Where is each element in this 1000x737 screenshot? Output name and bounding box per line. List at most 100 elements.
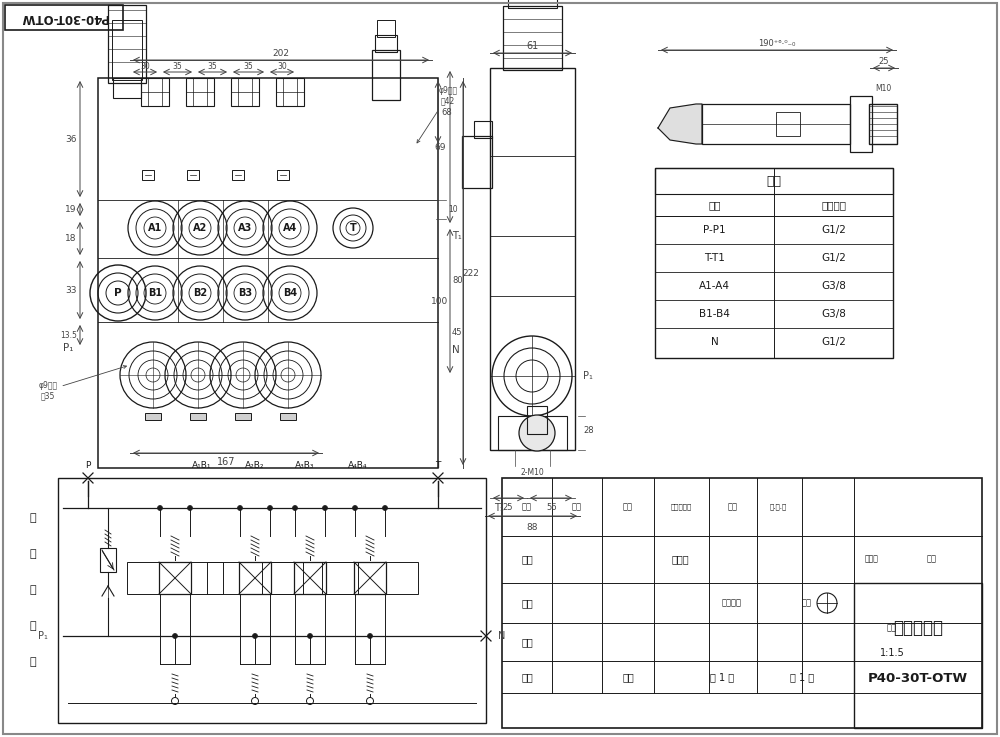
Text: 35: 35 — [208, 61, 217, 71]
Text: P₁: P₁ — [63, 343, 73, 353]
Text: φ9通孔
高42: φ9通孔 高42 — [417, 85, 458, 143]
Bar — [58, 478, 486, 723]
Text: 签名: 签名 — [728, 502, 738, 511]
Bar — [490, 68, 575, 450]
Text: 第 1 张: 第 1 张 — [790, 671, 814, 682]
Bar — [377, 20, 395, 37]
Text: φ9通孔
高35: φ9通孔 高35 — [38, 366, 126, 400]
Circle shape — [308, 634, 312, 638]
Text: 45: 45 — [452, 327, 462, 337]
Text: 压: 压 — [30, 549, 36, 559]
Text: B3: B3 — [238, 288, 252, 298]
Bar — [527, 406, 547, 434]
Text: 28: 28 — [583, 425, 594, 435]
Text: 工艺: 工艺 — [521, 671, 533, 682]
Bar — [235, 413, 251, 420]
Text: 56: 56 — [547, 503, 557, 512]
Text: G3/8: G3/8 — [821, 309, 846, 319]
Circle shape — [188, 506, 192, 511]
Text: 重量: 重量 — [802, 598, 812, 607]
Text: P: P — [85, 461, 91, 469]
Text: 10: 10 — [448, 204, 458, 214]
Bar — [271, 562, 303, 594]
Circle shape — [292, 506, 298, 511]
Text: A₄B₄: A₄B₄ — [348, 461, 368, 469]
Bar — [231, 78, 259, 106]
Bar — [354, 562, 386, 594]
Text: G3/8: G3/8 — [821, 281, 846, 291]
Bar — [190, 413, 206, 420]
Text: 图: 图 — [30, 657, 36, 667]
Text: A3: A3 — [238, 223, 252, 233]
Bar — [776, 112, 800, 136]
Bar — [850, 96, 872, 152]
Text: 61: 61 — [526, 41, 539, 51]
Text: P40-30T-OTW: P40-30T-OTW — [20, 10, 108, 24]
Text: P₁: P₁ — [38, 631, 48, 641]
Bar — [294, 562, 326, 594]
Text: P40-30T-OTW: P40-30T-OTW — [868, 671, 968, 685]
Text: 35: 35 — [173, 61, 182, 71]
Text: 202: 202 — [272, 49, 290, 57]
Text: 四联多路阀: 四联多路阀 — [893, 619, 943, 637]
Text: A₃B₃: A₃B₃ — [295, 461, 315, 469]
Text: 标记: 标记 — [522, 502, 532, 511]
Text: 25: 25 — [503, 503, 513, 512]
Text: 更改文件号: 更改文件号 — [670, 503, 692, 510]
Text: 审核: 审核 — [521, 637, 533, 647]
Text: B4: B4 — [283, 288, 297, 298]
Bar — [869, 104, 897, 144]
Text: A1-A4: A1-A4 — [699, 281, 730, 291]
Circle shape — [322, 506, 328, 511]
Bar — [372, 50, 400, 100]
Bar — [502, 478, 982, 728]
Text: N: N — [452, 345, 460, 355]
Bar — [386, 562, 418, 594]
Text: 螺纹规格: 螺纹规格 — [821, 200, 846, 210]
Circle shape — [158, 506, 162, 511]
Bar — [108, 5, 146, 83]
Circle shape — [252, 634, 258, 638]
Text: A₁B₁: A₁B₁ — [192, 461, 212, 469]
Bar — [145, 413, 161, 420]
Text: A₂B₂: A₂B₂ — [245, 461, 265, 469]
Text: N: N — [498, 631, 505, 641]
Text: 液: 液 — [30, 513, 36, 523]
Bar — [702, 104, 850, 144]
Bar — [232, 170, 244, 180]
Text: 30: 30 — [277, 61, 287, 71]
Text: 80: 80 — [452, 276, 463, 284]
Text: G1/2: G1/2 — [821, 253, 846, 263]
Text: 30: 30 — [140, 61, 150, 71]
Text: 35: 35 — [244, 61, 253, 71]
Bar — [462, 136, 492, 188]
Text: 阶段标记: 阶段标记 — [722, 598, 742, 607]
Text: A4: A4 — [283, 223, 297, 233]
Text: 校对: 校对 — [521, 598, 533, 608]
Text: 阀体: 阀体 — [767, 175, 782, 187]
Text: 版本号: 版本号 — [865, 555, 879, 564]
Text: 36: 36 — [65, 134, 77, 144]
Text: M10: M10 — [875, 83, 891, 93]
Bar — [239, 562, 271, 594]
Circle shape — [519, 415, 555, 451]
Bar — [186, 78, 214, 106]
Bar — [655, 168, 893, 194]
Bar — [375, 35, 397, 52]
Text: T: T — [435, 461, 441, 469]
Text: B1-B4: B1-B4 — [699, 309, 730, 319]
Text: T-T1: T-T1 — [704, 253, 725, 263]
Text: 处数: 处数 — [572, 502, 582, 511]
Bar — [655, 168, 893, 358]
Circle shape — [368, 634, 372, 638]
Bar — [191, 562, 223, 594]
Text: 100: 100 — [431, 296, 449, 306]
Bar — [142, 170, 154, 180]
Text: 理: 理 — [30, 621, 36, 631]
Text: B1: B1 — [148, 288, 162, 298]
Bar — [112, 20, 142, 80]
Bar — [277, 170, 289, 180]
Polygon shape — [658, 104, 702, 144]
Text: 批准: 批准 — [622, 671, 634, 682]
Bar — [655, 194, 893, 216]
